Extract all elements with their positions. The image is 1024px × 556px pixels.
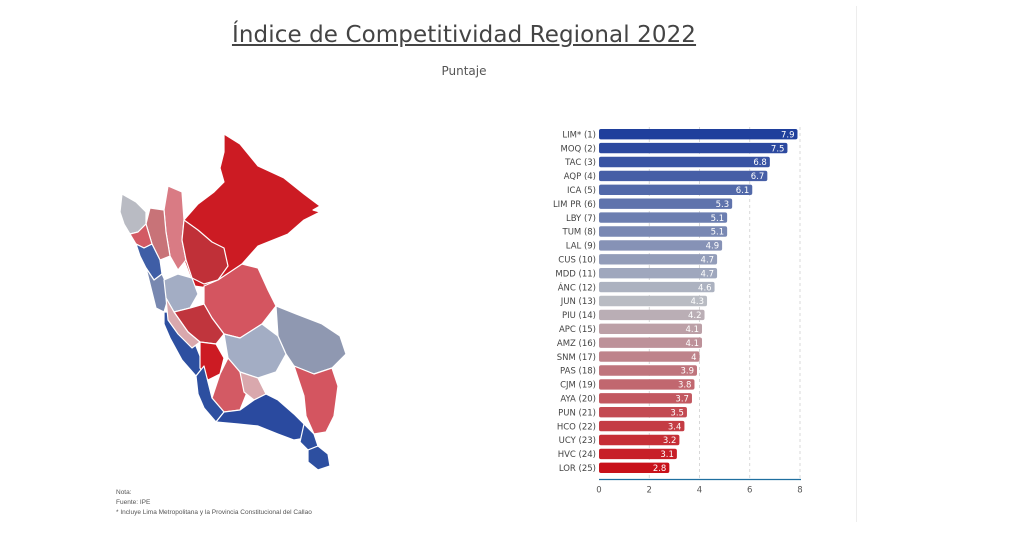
value-label: 4.7 <box>701 269 715 279</box>
bar <box>599 170 768 182</box>
category-label: UCY (23) <box>559 436 596 446</box>
value-label: 5.1 <box>711 228 725 238</box>
bar <box>599 281 715 293</box>
value-label: 5.1 <box>711 214 725 224</box>
category-label: PIU (14) <box>562 311 596 321</box>
value-label: 3.2 <box>663 436 677 446</box>
bar <box>599 309 705 321</box>
panel-divider <box>856 6 857 522</box>
category-label: HCO (22) <box>557 422 596 432</box>
value-label: 3.4 <box>668 422 682 432</box>
value-label: 4 <box>691 353 696 363</box>
category-label: TAC (3) <box>564 158 596 168</box>
source-text: Fuente: IPE <box>116 499 151 506</box>
category-label: AMZ (16) <box>557 339 596 349</box>
value-label: 6.7 <box>751 172 765 182</box>
bar <box>599 142 788 154</box>
value-label: 3.9 <box>680 367 694 377</box>
bar <box>599 379 695 390</box>
category-label: MOQ (2) <box>561 144 596 154</box>
category-label: MDD (11) <box>555 269 596 279</box>
x-tick-label: 8 <box>797 486 802 495</box>
category-label: LIM* (1) <box>562 130 596 140</box>
bar <box>599 240 723 251</box>
region-arequipa <box>215 393 307 441</box>
footnote-text: * Incluye Lima Metropolitana y la Provin… <box>116 509 312 516</box>
category-label: LBY (7) <box>566 214 596 224</box>
category-label: AQP (4) <box>564 172 596 182</box>
value-label: 3.5 <box>670 408 684 418</box>
x-tick-label: 0 <box>596 486 601 495</box>
bar <box>599 337 703 348</box>
x-tick-label: 6 <box>747 486 752 495</box>
value-label: 4.6 <box>698 283 712 293</box>
category-label: JUN (13) <box>560 297 596 307</box>
peru-map <box>119 133 347 471</box>
value-label: 4.9 <box>706 242 720 252</box>
chart-title: Índice de Competitividad Regional 2022 <box>231 22 697 48</box>
category-label: ÁNC (12) <box>558 281 596 293</box>
value-label: 2.8 <box>653 464 667 474</box>
bar <box>599 254 718 265</box>
bar <box>599 295 708 307</box>
bar <box>599 268 718 279</box>
category-label: APC (15) <box>559 325 596 335</box>
chart-subtitle: Puntaje <box>441 64 487 78</box>
value-label: 4.3 <box>691 297 705 307</box>
chart-notes: Nota: Fuente: IPE * Incluye Lima Metropo… <box>116 488 312 518</box>
bar <box>599 323 703 334</box>
x-tick-label: 2 <box>647 486 652 495</box>
category-label: LIM PR (6) <box>553 200 596 210</box>
category-label: AYA (20) <box>560 395 596 405</box>
region-tacna <box>307 445 331 471</box>
bar <box>599 407 687 418</box>
value-label: 7.9 <box>781 130 795 140</box>
category-label: LOR (25) <box>559 464 596 474</box>
x-tick-label: 4 <box>697 486 702 495</box>
value-label: 3.8 <box>678 381 692 391</box>
value-label: 6.8 <box>753 158 767 168</box>
region-madre-de-dios <box>275 305 347 375</box>
category-label: CJM (19) <box>560 381 596 391</box>
value-label: 4.1 <box>685 325 699 335</box>
value-label: 4.7 <box>701 256 715 266</box>
category-label: SNM (17) <box>557 353 596 363</box>
value-label: 4.2 <box>688 311 702 321</box>
bar <box>599 184 753 195</box>
bar <box>599 156 770 168</box>
category-label: PAS (18) <box>560 367 596 377</box>
category-label: PUN (21) <box>558 408 596 418</box>
bar <box>599 420 685 432</box>
bar <box>599 129 798 140</box>
value-label: 6.1 <box>736 186 750 196</box>
bar-chart: LIM* (1) 7.9 MOQ (2) 7.5 TAC (3) 6.8 AQP (4) 6.… <box>553 127 803 495</box>
category-label: CUS (10) <box>558 256 596 266</box>
bar <box>599 448 677 460</box>
value-label: 5.3 <box>716 200 730 210</box>
bar <box>599 198 733 209</box>
bar <box>599 351 700 362</box>
value-label: 3.1 <box>660 450 674 460</box>
bar <box>599 462 670 473</box>
category-label: LAL (9) <box>566 242 596 252</box>
bar <box>599 226 728 237</box>
bar <box>599 212 728 223</box>
bar <box>599 393 692 404</box>
region-pasco <box>165 297 201 349</box>
value-label: 4.1 <box>685 339 699 349</box>
category-label: ICA (5) <box>567 186 596 196</box>
region-puno <box>293 365 339 435</box>
value-label: 7.5 <box>771 144 785 154</box>
bar <box>599 434 680 446</box>
bar <box>599 365 697 376</box>
note-label: Nota: <box>116 489 132 496</box>
category-label: TUM (8) <box>562 228 597 238</box>
category-label: HVC (24) <box>558 450 596 460</box>
value-label: 3.7 <box>675 395 689 405</box>
